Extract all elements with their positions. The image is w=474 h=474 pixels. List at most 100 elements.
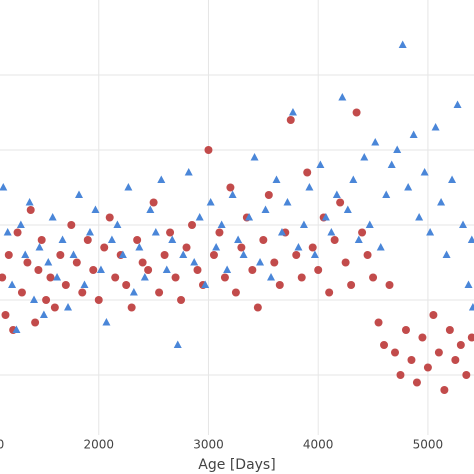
point: [26, 206, 35, 214]
point: [294, 243, 303, 251]
point: [215, 228, 224, 237]
point: [420, 168, 429, 176]
point: [78, 288, 87, 297]
point: [17, 288, 26, 297]
point: [426, 228, 435, 236]
point: [151, 228, 160, 236]
point: [423, 363, 432, 372]
point: [267, 273, 276, 281]
point: [135, 243, 144, 251]
point: [228, 190, 237, 198]
point: [467, 235, 474, 243]
point: [442, 250, 451, 258]
point: [321, 213, 330, 221]
point: [188, 221, 197, 229]
point: [352, 108, 361, 117]
point: [39, 310, 48, 318]
point: [146, 205, 155, 213]
point: [122, 281, 131, 289]
point: [451, 356, 460, 364]
point: [58, 235, 67, 243]
point: [25, 198, 34, 206]
point: [343, 205, 352, 213]
point: [8, 280, 17, 288]
point: [193, 266, 202, 274]
point: [445, 326, 454, 334]
point: [310, 250, 319, 258]
point: [16, 220, 25, 228]
point: [72, 258, 81, 267]
point: [80, 280, 89, 288]
point: [303, 168, 312, 177]
point: [0, 273, 7, 282]
x-tick-label: 1000: [0, 438, 4, 452]
point: [462, 371, 471, 379]
point: [376, 243, 385, 251]
x-tick-label: 5000: [413, 438, 444, 452]
point: [44, 258, 53, 266]
point: [341, 258, 350, 267]
point: [277, 228, 286, 236]
point: [157, 175, 166, 183]
point: [360, 153, 369, 161]
point: [418, 333, 427, 342]
point: [168, 235, 177, 243]
point: [21, 250, 30, 258]
point: [96, 265, 105, 273]
point: [325, 288, 334, 297]
point: [371, 138, 380, 146]
point: [234, 235, 243, 243]
point: [4, 251, 13, 259]
point: [250, 153, 259, 161]
point: [184, 168, 193, 176]
point: [308, 243, 317, 252]
point: [261, 205, 270, 213]
point: [61, 281, 70, 289]
point: [46, 273, 55, 282]
point: [144, 266, 153, 274]
point: [127, 303, 136, 312]
point: [30, 295, 39, 303]
point: [85, 228, 94, 236]
x-tick-label: 4000: [303, 438, 334, 452]
point: [316, 160, 325, 168]
point: [398, 40, 407, 48]
point: [31, 318, 40, 327]
point: [201, 280, 210, 288]
point: [107, 235, 116, 243]
point: [162, 265, 171, 273]
x-tick-label: 2000: [83, 438, 114, 452]
point: [129, 288, 138, 296]
point: [363, 251, 372, 259]
point: [209, 251, 218, 259]
point: [155, 288, 164, 297]
x-axis-title: Age [Days]: [198, 457, 275, 473]
point: [124, 183, 133, 191]
x-tick-label: 3000: [193, 438, 224, 452]
point: [412, 378, 421, 387]
point: [220, 273, 229, 282]
point: [105, 213, 114, 222]
point: [314, 266, 323, 274]
point: [140, 273, 149, 281]
point: [226, 183, 235, 192]
point: [231, 288, 240, 297]
point: [283, 198, 292, 206]
point: [149, 198, 158, 207]
point: [338, 93, 347, 101]
point: [270, 258, 279, 267]
point: [387, 160, 396, 168]
point: [434, 348, 443, 357]
point: [393, 145, 402, 153]
point: [354, 235, 363, 243]
point: [166, 228, 175, 237]
point: [160, 251, 169, 259]
point: [385, 281, 394, 289]
point: [286, 116, 295, 124]
point: [272, 175, 281, 183]
point: [464, 280, 473, 288]
point: [347, 281, 356, 289]
point: [102, 318, 111, 326]
point: [349, 175, 358, 183]
